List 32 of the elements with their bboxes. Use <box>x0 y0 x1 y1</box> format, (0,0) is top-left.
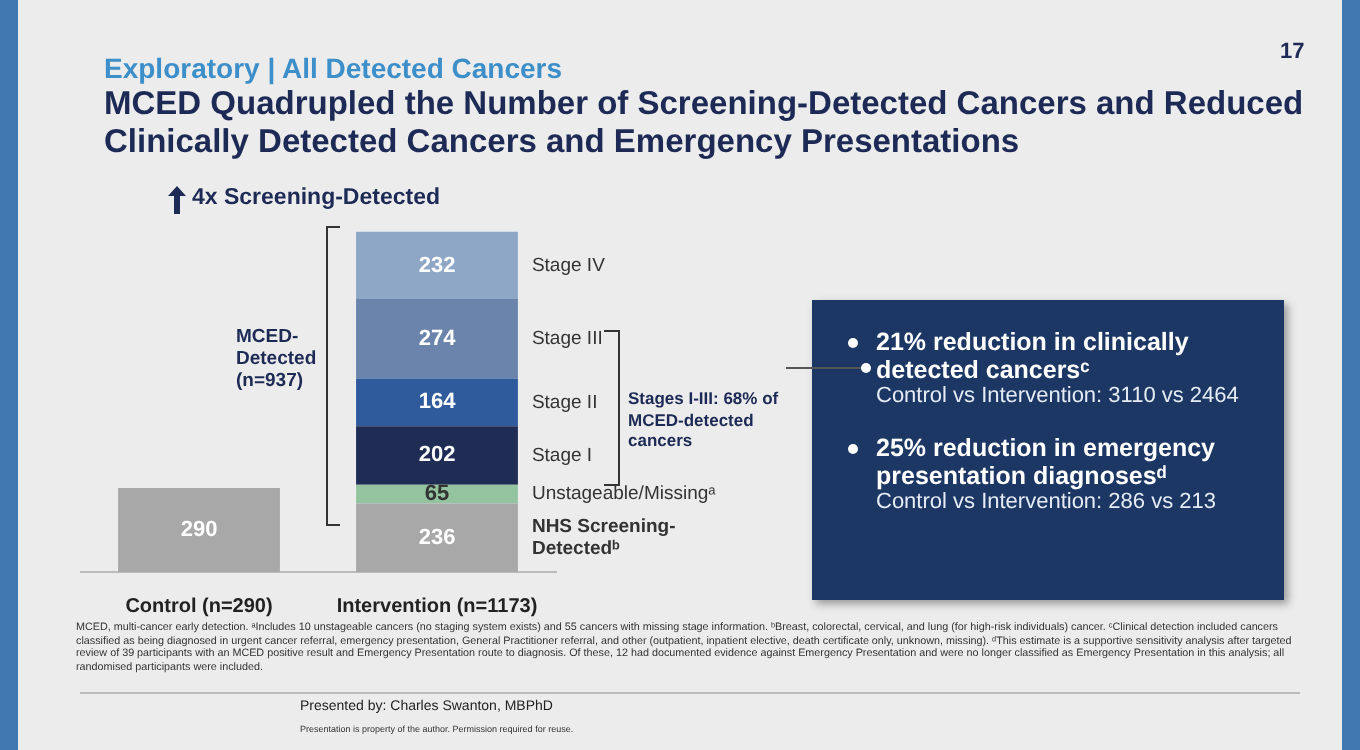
series-label: Stage I <box>531 444 593 467</box>
text: 21% reduction in clinically detected cancersᶜ <box>876 328 1191 384</box>
data-label: 202 <box>418 443 456 468</box>
bar <box>356 378 518 427</box>
series-label: Stage IV <box>531 254 607 277</box>
text: 4x Screening-Detected <box>192 186 440 210</box>
x-tick-label: Control (n=290) <box>125 595 273 618</box>
bar <box>356 484 518 504</box>
data-label: 65 <box>424 482 450 507</box>
text: 25% reduction in emergency presentation diagnosesᵈ <box>876 434 1218 490</box>
bar <box>118 487 280 572</box>
data-label: 274 <box>418 326 458 351</box>
series-label: Stage II <box>531 391 598 414</box>
series-label: Unstageable/Missingᵃ <box>531 483 717 506</box>
bar <box>356 299 518 379</box>
chart-subtitle: Exploratory | All Detected Cancers <box>104 52 563 84</box>
data-label: 290 <box>180 518 218 543</box>
data-label: 236 <box>418 525 456 550</box>
text: Stages I-III: 68% of MCED-detected cancers <box>628 388 781 451</box>
series-label: Stage III <box>531 328 603 351</box>
text: Control vs Intervention: 286 vs 213 <box>876 490 1218 516</box>
bar <box>356 231 518 300</box>
x-tick-label: Intervention (n=1173) <box>336 595 538 618</box>
bar <box>356 426 518 485</box>
text: 17 <box>1280 40 1305 64</box>
text: Control vs Intervention: 3110 vs 2464 <box>876 384 1241 410</box>
annotation: MCED-Detected (n=937) <box>236 326 319 392</box>
data-label: 232 <box>418 253 456 278</box>
bar <box>356 503 518 572</box>
series-label: NHS Screening-Detectedᵇ <box>531 516 676 561</box>
data-label: 164 <box>418 390 458 415</box>
text: MCED Quadrupled the Number of Screening-Detected Cancers and Reduced Clinically Detected Cancers and Emergency Presentations <box>104 86 1304 162</box>
